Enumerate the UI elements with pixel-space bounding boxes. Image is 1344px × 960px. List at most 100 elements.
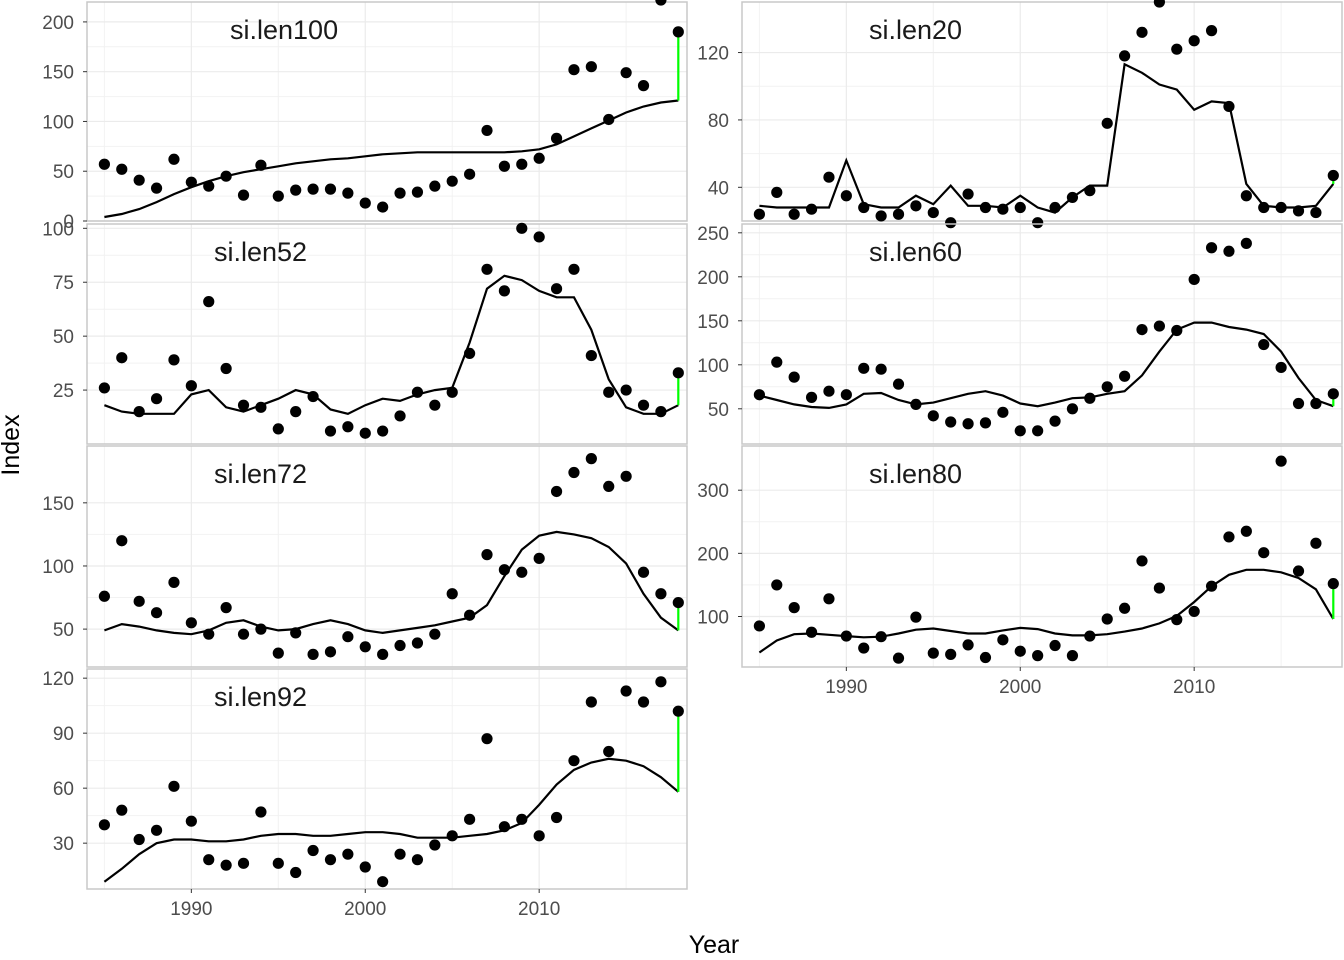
data-point [672, 705, 684, 717]
data-point [753, 389, 765, 401]
data-point [446, 175, 458, 187]
data-point [203, 854, 215, 866]
panel-border [741, 1, 1343, 222]
data-point [481, 124, 493, 137]
data-point [481, 733, 493, 745]
data-point [1119, 602, 1131, 614]
y-tick-label: 100 [42, 112, 74, 133]
data-point [272, 857, 284, 869]
data-point [655, 588, 667, 600]
x-tick-label: 2010 [518, 899, 560, 920]
data-point [637, 566, 650, 578]
data-point [464, 813, 476, 825]
data-point [116, 352, 128, 364]
data-point [150, 393, 163, 405]
data-point [307, 183, 319, 195]
data-point [840, 190, 852, 202]
data-point [910, 398, 922, 410]
data-point [1205, 242, 1218, 254]
data-point [185, 380, 197, 392]
data-point [1066, 403, 1079, 415]
data-point [1188, 273, 1200, 286]
data-point [771, 356, 783, 368]
data-point [324, 425, 337, 437]
data-point [290, 184, 302, 196]
data-point [875, 363, 887, 375]
x-tick-label: 1990 [825, 677, 867, 698]
x-tick-label: 1990 [170, 899, 212, 920]
data-point [1240, 525, 1252, 537]
data-point [237, 189, 250, 201]
data-point [753, 208, 765, 220]
data-point [185, 617, 197, 629]
data-point [290, 627, 302, 639]
data-point [237, 399, 250, 411]
panel-border [86, 445, 688, 668]
panel-si-len52: 25 50 75 100 si.len52 [42, 219, 688, 445]
data-point [203, 628, 215, 640]
data-point [498, 821, 510, 833]
data-point [359, 197, 371, 209]
data-point [1153, 320, 1165, 332]
panel-border [86, 1, 688, 222]
y-tick-label: 200 [697, 268, 729, 289]
data-point [979, 651, 992, 664]
data-point [620, 67, 632, 79]
panel-title: si.len100 [230, 15, 338, 45]
data-point [150, 607, 163, 619]
data-point [979, 201, 992, 214]
data-point [498, 564, 510, 576]
panel-si-len92: 30 60 90 120 1990 2000 2010 si.len92 [42, 668, 688, 920]
data-point [185, 815, 197, 827]
y-tick-label: 200 [697, 544, 729, 565]
fitted-line [759, 62, 1335, 214]
data-point [168, 780, 180, 792]
data-point [858, 362, 870, 374]
y-tick-label: 300 [697, 481, 729, 502]
data-point [1327, 578, 1339, 590]
data-point [1014, 645, 1026, 657]
panel-si-len100: 0 50 100 150 200 si.len100 [42, 0, 688, 233]
data-point [910, 611, 922, 623]
data-point [411, 186, 424, 198]
data-point [429, 839, 441, 851]
data-point [655, 406, 667, 418]
panel-title: si.len20 [869, 15, 962, 45]
y-tick-label: 90 [53, 724, 74, 745]
data-point [672, 26, 684, 38]
data-point [446, 386, 458, 398]
data-point [98, 382, 110, 394]
data-point [753, 620, 765, 632]
data-point [927, 206, 939, 219]
data-point [892, 652, 905, 664]
y-tick-label: 100 [42, 557, 74, 578]
y-tick-label: 50 [708, 400, 729, 421]
data-point [168, 153, 180, 165]
data-point [997, 634, 1009, 646]
data-point [255, 159, 267, 171]
data-point [272, 423, 284, 435]
data-point [550, 283, 563, 295]
data-point [620, 384, 632, 396]
data-point [203, 296, 215, 308]
data-point [324, 854, 337, 866]
data-point [98, 158, 110, 170]
y-axis-title: Index [0, 414, 25, 476]
y-tick-label: 150 [42, 494, 74, 515]
data-point [927, 647, 939, 659]
data-point [585, 696, 597, 708]
data-point [1119, 50, 1131, 62]
data-point [1258, 547, 1270, 559]
y-tick-label: 0 [63, 212, 74, 233]
data-point [133, 174, 145, 186]
y-tick-label: 80 [708, 111, 729, 132]
data-point [603, 480, 615, 493]
data-point [377, 201, 389, 213]
data-point [1136, 26, 1148, 38]
data-point [637, 80, 650, 92]
data-point [1310, 537, 1322, 549]
data-point [377, 425, 389, 437]
y-tick-label: 100 [697, 356, 729, 377]
fitted-line [103, 757, 680, 883]
data-point [168, 576, 180, 588]
